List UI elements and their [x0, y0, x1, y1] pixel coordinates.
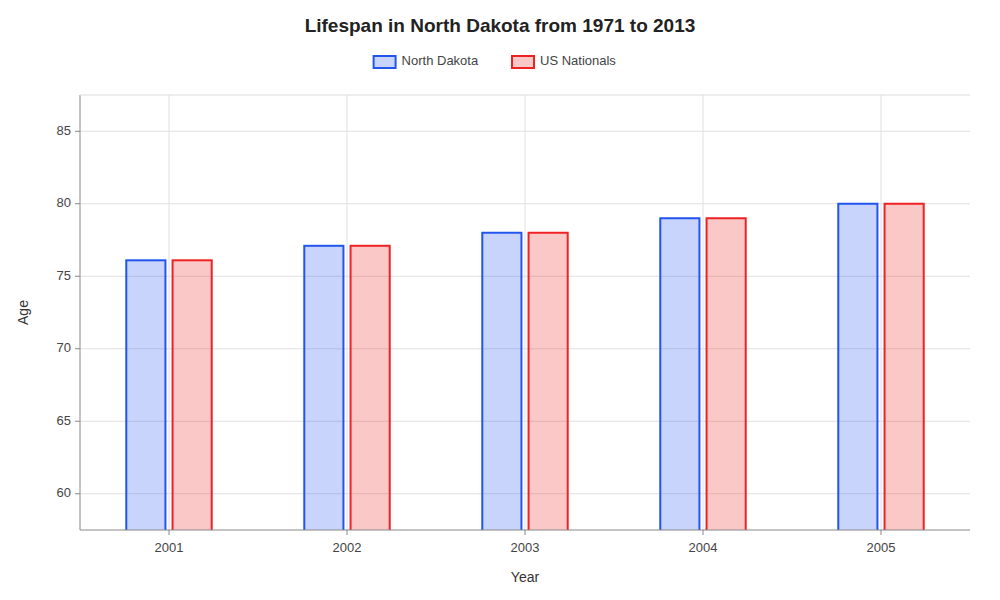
y-tick	[75, 131, 80, 132]
bar	[838, 204, 877, 530]
x-tick-label: 2005	[867, 540, 896, 555]
legend-swatch	[374, 56, 396, 68]
bar	[482, 233, 521, 530]
bar	[126, 260, 165, 530]
y-tick	[75, 348, 80, 349]
x-tick	[347, 530, 348, 535]
bar	[707, 218, 746, 530]
legend: North Dakota US Nationals	[374, 53, 617, 68]
y-tick-label: 85	[57, 123, 71, 138]
x-tick-label: 2001	[155, 540, 184, 555]
grid-line-x	[347, 95, 348, 530]
y-tick-label: 80	[57, 195, 71, 210]
y-tick-label: 65	[57, 413, 71, 428]
legend-label: US Nationals	[540, 53, 616, 68]
legend-label: North Dakota	[402, 53, 479, 68]
grid-line-x	[703, 95, 704, 530]
y-tick	[75, 276, 80, 277]
grid-line-x	[881, 95, 882, 530]
y-axis-line	[80, 95, 81, 530]
bar	[173, 260, 212, 530]
grid	[80, 95, 970, 530]
bar	[660, 218, 699, 530]
x-tick	[525, 530, 526, 535]
axes: 60 65 70 75 80 85 2001 2002 2003 2004 2005	[57, 95, 970, 555]
bar	[885, 204, 924, 530]
x-tick	[703, 530, 704, 535]
bar	[304, 246, 343, 530]
y-tick	[75, 421, 80, 422]
x-tick-label: 2002	[333, 540, 362, 555]
plot-top-line	[80, 95, 970, 96]
y-tick-label: 75	[57, 268, 71, 283]
bar	[351, 246, 390, 530]
chart-svg: 60 65 70 75 80 85 2001 2002 2003 2004 2005 Year Age L…	[0, 0, 1000, 600]
y-tick-label: 70	[57, 340, 71, 355]
y-tick-label: 60	[57, 485, 71, 500]
x-tick-label: 2003	[511, 540, 540, 555]
chart-container: 60 65 70 75 80 85 2001 2002 2003 2004 2005 Year Age L…	[0, 0, 1000, 600]
legend-swatch	[512, 56, 534, 68]
bar	[529, 233, 568, 530]
grid-line-x	[525, 95, 526, 530]
x-tick	[169, 530, 170, 535]
grid-line-x	[169, 95, 170, 530]
x-tick-label: 2004	[689, 540, 718, 555]
y-tick	[75, 493, 80, 494]
chart-title: Lifespan in North Dakota from 1971 to 20…	[305, 15, 696, 36]
y-axis-label: Age	[15, 300, 31, 325]
y-tick	[75, 203, 80, 204]
bars	[126, 204, 923, 530]
x-axis-label: Year	[511, 569, 540, 585]
x-tick	[881, 530, 882, 535]
